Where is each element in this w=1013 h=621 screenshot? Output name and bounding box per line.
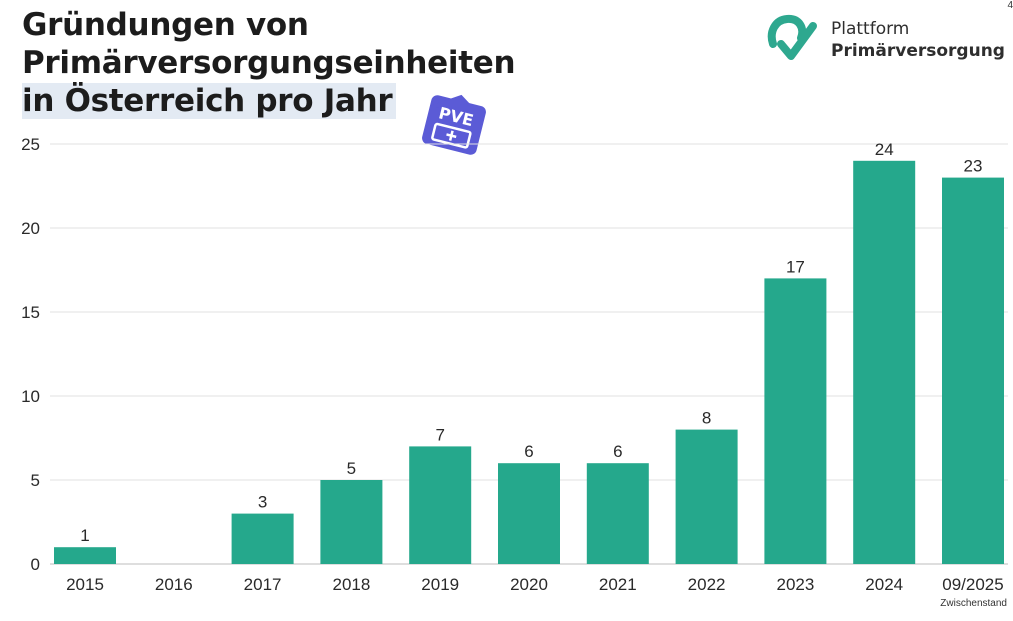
bar-value-label: 23 <box>964 157 983 176</box>
bar-value-label: 3 <box>258 493 267 512</box>
x-tick-label: 09/2025 <box>942 575 1003 594</box>
bar <box>320 480 383 564</box>
brand-logo: Plattform Primärversorgung <box>767 14 1007 64</box>
title-line-2: Primärversorgungseinheiten <box>22 45 516 81</box>
x-tick-label: 2023 <box>776 575 814 594</box>
bar <box>675 429 738 564</box>
brand-name-line-1: Plattform <box>831 19 910 39</box>
y-tick-label: 15 <box>21 303 40 322</box>
x-tick-label: 2019 <box>421 575 459 594</box>
bar-value-label: 24 <box>875 140 894 159</box>
bar-value-label: 5 <box>347 459 356 478</box>
brand-name-line-2: Primärversorgung <box>831 41 1005 61</box>
y-tick-label: 0 <box>31 555 40 574</box>
y-tick-label: 20 <box>21 219 40 238</box>
bar <box>498 463 560 564</box>
y-tick-label: 10 <box>21 387 40 406</box>
bar-value-label: 17 <box>786 257 805 276</box>
x-tick-label: 2015 <box>66 575 104 594</box>
x-tick-label: 2017 <box>244 575 282 594</box>
bar <box>853 160 916 565</box>
bar <box>409 446 472 564</box>
last-category-note: Zwischenstand <box>940 598 1007 609</box>
x-tick-label: 2021 <box>599 575 637 594</box>
x-tick-label: 2024 <box>865 575 903 594</box>
title-line-1: Gründungen von <box>22 7 309 43</box>
corner-mark: 4 <box>1007 0 1013 11</box>
bar <box>942 177 1004 564</box>
bar <box>231 513 294 564</box>
x-tick-label: 2020 <box>510 575 548 594</box>
bar <box>764 278 827 564</box>
bar-value-label: 1 <box>80 526 89 545</box>
bar-value-label: 6 <box>524 442 533 461</box>
y-tick-label: 25 <box>21 135 40 154</box>
chart-title: Gründungen von Primärversorgungseinheite… <box>22 6 516 120</box>
title-line-3: in Österreich pro Jahr <box>22 82 515 120</box>
x-tick-label: 2016 <box>155 575 193 594</box>
bar-value-label: 6 <box>613 442 622 461</box>
bar-value-label: 7 <box>435 425 444 444</box>
bar <box>586 463 649 564</box>
x-tick-label: 2018 <box>332 575 370 594</box>
x-tick-label: 2022 <box>688 575 726 594</box>
bar <box>54 547 116 564</box>
pve-badge-icon: PVE <box>422 94 486 155</box>
pv-logo-icon <box>767 14 817 60</box>
bar-value-label: 8 <box>702 409 711 428</box>
y-tick-label: 5 <box>31 471 40 490</box>
